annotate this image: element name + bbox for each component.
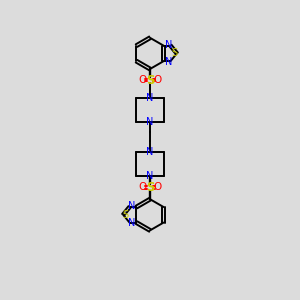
Text: S: S <box>146 181 154 194</box>
Text: N: N <box>128 218 135 228</box>
Text: N: N <box>146 117 154 127</box>
Text: S: S <box>146 74 154 87</box>
Text: O: O <box>138 75 146 85</box>
Text: N: N <box>165 40 172 50</box>
Text: N: N <box>146 171 154 181</box>
Text: O: O <box>154 182 162 192</box>
Text: S: S <box>123 210 129 220</box>
Text: O: O <box>154 75 162 85</box>
Text: N: N <box>146 93 154 103</box>
Text: S: S <box>171 48 177 59</box>
Text: O: O <box>138 182 146 192</box>
Text: N: N <box>165 57 172 67</box>
Text: N: N <box>128 201 135 211</box>
Text: N: N <box>146 147 154 157</box>
